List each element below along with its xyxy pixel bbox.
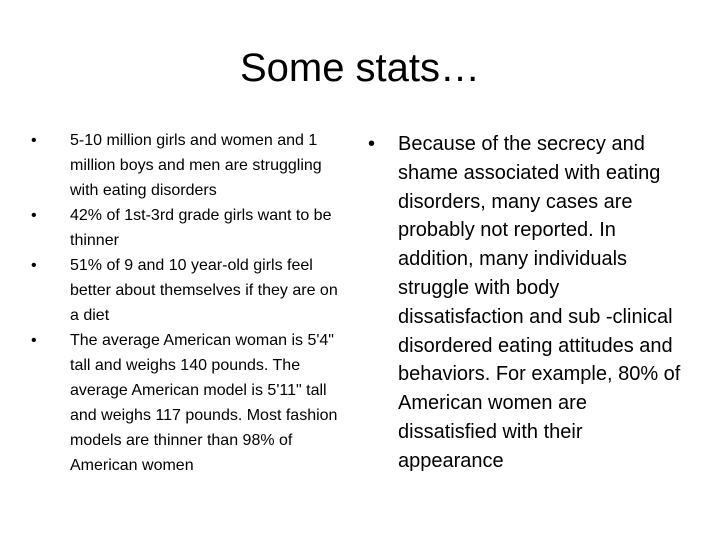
list-item-text: 5-10 million girls and women and 1 milli… <box>70 132 322 199</box>
bullet-icon: • <box>31 207 37 224</box>
bullet-icon: • <box>31 132 37 149</box>
left-bullet-list: • 5-10 million girls and women and 1 mil… <box>30 128 350 478</box>
list-item: • Because of the secrecy and shame assoc… <box>368 130 688 476</box>
bullet-icon: • <box>368 133 376 155</box>
bullet-icon: • <box>31 332 37 349</box>
list-item-text: 42% of 1st-3rd grade girls want to be th… <box>70 207 332 249</box>
list-item-text: The average American woman is 5'4" tall … <box>70 332 338 474</box>
slide-title: Some stats… <box>239 46 481 90</box>
list-item: • The average American woman is 5'4" tal… <box>30 328 350 478</box>
list-item: • 5-10 million girls and women and 1 mil… <box>30 128 350 203</box>
list-item-text: Because of the secrecy and shame associa… <box>398 133 681 472</box>
right-bullet-list: • Because of the secrecy and shame assoc… <box>368 130 688 476</box>
bullet-icon: • <box>31 257 37 274</box>
list-item: • 42% of 1st-3rd grade girls want to be … <box>30 203 350 253</box>
list-item: • 51% of 9 and 10 year-old girls feel be… <box>30 253 350 328</box>
list-item-text: 51% of 9 and 10 year-old girls feel bett… <box>70 257 338 324</box>
